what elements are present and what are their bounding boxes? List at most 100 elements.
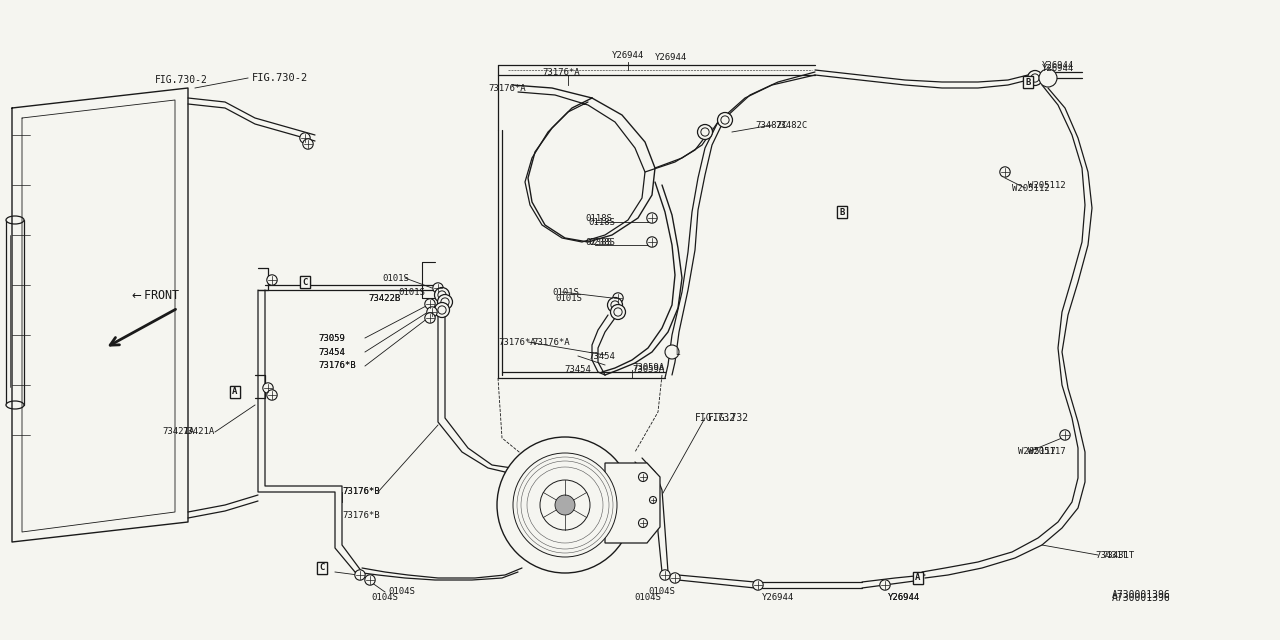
Text: B: B [1025,77,1030,86]
Circle shape [613,293,623,303]
Circle shape [646,237,657,247]
Circle shape [611,305,626,319]
Text: 73422B: 73422B [369,294,401,303]
Text: 0118S: 0118S [585,214,612,223]
Text: FIG.730-2: FIG.730-2 [155,75,207,85]
Circle shape [608,298,622,312]
Circle shape [266,275,278,285]
Text: 0104S: 0104S [648,588,675,596]
Circle shape [1039,69,1057,87]
Circle shape [266,390,278,400]
Text: 73176*B: 73176*B [342,488,380,497]
Circle shape [1060,430,1070,440]
Text: FIG.730-2: FIG.730-2 [252,73,308,83]
Text: 73176*B: 73176*B [317,362,356,371]
Text: C: C [302,278,307,287]
Text: 73176*A: 73176*A [532,337,570,346]
Text: 73059A: 73059A [632,364,664,372]
Text: Y26944: Y26944 [1042,61,1074,70]
Text: A: A [232,387,238,397]
Circle shape [497,437,634,573]
Circle shape [438,306,447,314]
Text: Y26944: Y26944 [612,51,644,60]
Text: W205112: W205112 [1028,180,1066,189]
Text: 0104S: 0104S [388,588,415,596]
Circle shape [701,128,709,136]
Circle shape [698,125,713,140]
Text: B: B [1025,77,1030,86]
Text: A730001396: A730001396 [1112,590,1171,600]
Circle shape [513,453,617,557]
Text: $\leftarrow$FRONT: $\leftarrow$FRONT [129,289,180,301]
Text: 73176*B: 73176*B [317,362,356,371]
Text: W205117: W205117 [1028,447,1066,456]
Text: B: B [840,207,845,216]
Circle shape [646,212,657,223]
Text: Y26944: Y26944 [762,593,795,602]
Text: 0101S: 0101S [398,287,425,296]
Text: 73059: 73059 [317,333,344,342]
Text: 73421A: 73421A [163,428,195,436]
Circle shape [1000,167,1010,177]
Circle shape [438,294,453,310]
Polygon shape [605,463,660,543]
Circle shape [639,472,648,481]
Text: 73454: 73454 [564,365,591,374]
Circle shape [718,113,732,127]
Text: 73176*B: 73176*B [342,488,380,497]
Text: C: C [319,563,325,573]
Circle shape [611,301,620,309]
Circle shape [1028,70,1042,86]
Text: 73454: 73454 [317,348,344,356]
Bar [6,220,24,405]
Circle shape [355,570,365,580]
Circle shape [425,299,435,309]
Circle shape [614,308,622,316]
Text: 0104S: 0104S [371,593,398,602]
Circle shape [425,313,435,323]
Circle shape [879,580,890,590]
Text: 73176*A: 73176*A [498,337,535,346]
Text: W205112: W205112 [1012,184,1050,193]
Text: 73176*A: 73176*A [488,83,526,93]
Circle shape [540,480,590,530]
Text: 0238S: 0238S [585,237,612,246]
Text: 0118S: 0118S [588,218,614,227]
Circle shape [262,383,273,393]
Circle shape [433,283,443,293]
Text: 0101S: 0101S [381,273,408,282]
Text: 0238S: 0238S [588,237,614,246]
Text: 73431T: 73431T [1094,550,1128,559]
Text: 0101S: 0101S [552,287,579,296]
Circle shape [669,573,680,583]
Text: 73176*B: 73176*B [342,511,380,520]
Text: 73176*A: 73176*A [541,67,580,77]
Circle shape [753,580,763,590]
Text: A: A [915,573,920,582]
Text: W205117: W205117 [1018,447,1056,456]
Text: 73454: 73454 [317,348,344,356]
Text: 0104S: 0104S [635,593,662,602]
Ellipse shape [6,401,24,409]
Text: A730001396: A730001396 [1112,593,1171,603]
Text: L: L [675,348,680,356]
Text: C: C [302,278,307,287]
Circle shape [434,303,449,317]
Circle shape [438,291,447,299]
Circle shape [365,575,375,585]
Text: Y26944: Y26944 [1042,63,1074,72]
Circle shape [659,570,671,580]
Text: Y26944: Y26944 [888,593,920,602]
Circle shape [426,307,438,317]
Text: 73431T: 73431T [1102,550,1134,559]
Text: FIG.732: FIG.732 [695,413,736,423]
Circle shape [639,518,648,527]
Text: FIG.732: FIG.732 [708,413,749,423]
Ellipse shape [6,216,24,224]
Circle shape [440,298,449,306]
Circle shape [1030,74,1039,82]
Text: 73422B: 73422B [369,294,401,303]
Text: A: A [232,387,238,397]
Text: 73421A: 73421A [182,428,214,436]
Text: 73059: 73059 [317,333,344,342]
